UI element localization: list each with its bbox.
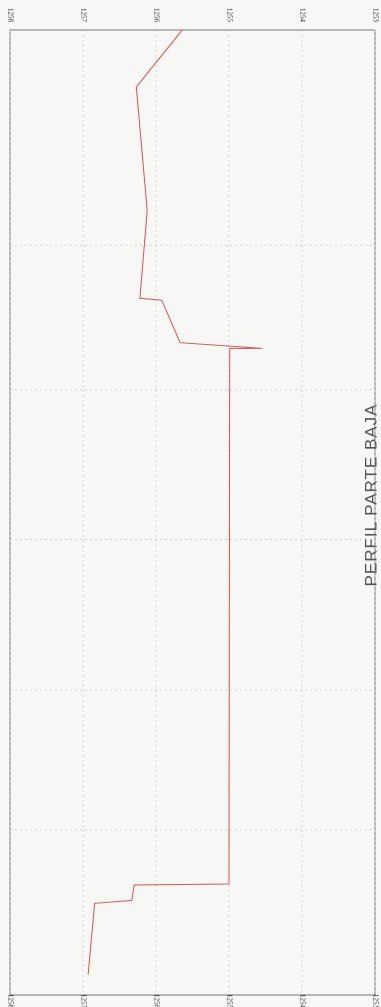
y-tick-label: 1254	[298, 994, 306, 1007]
y-tick-label: 1257	[79, 8, 87, 23]
y-tick-label: 1253	[371, 8, 379, 23]
y-tick-label: 1256	[152, 8, 160, 23]
y-tick-label: 1253	[371, 994, 379, 1007]
y-tick-label: 1255	[225, 8, 233, 23]
y-tick-label: 1256	[152, 994, 160, 1007]
y-tick-label: 1258	[6, 8, 14, 23]
y-tick-label: 1257	[79, 994, 87, 1007]
profile-line	[87, 29, 262, 975]
y-tick-label: 1258	[6, 994, 14, 1007]
plot-frame	[9, 29, 376, 996]
y-tick-label: 1255	[225, 994, 233, 1007]
chart-title: PERFIL PARTE BAJA	[361, 404, 380, 587]
y-tick-label: 1254	[298, 8, 306, 23]
